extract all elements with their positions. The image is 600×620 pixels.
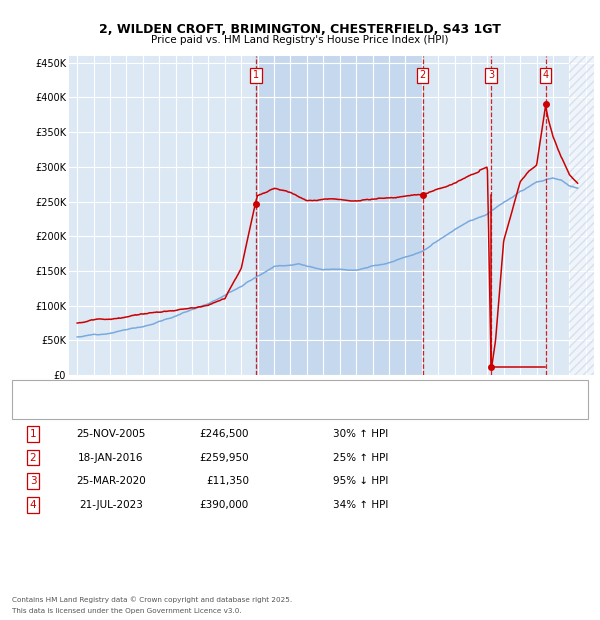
Text: This data is licensed under the Open Government Licence v3.0.: This data is licensed under the Open Gov… [12,608,242,614]
Text: HPI: Average price, detached house, Chesterfield: HPI: Average price, detached house, Ches… [60,403,283,412]
Text: 25-NOV-2005: 25-NOV-2005 [76,429,146,439]
Text: 3: 3 [29,476,37,486]
Text: 25% ↑ HPI: 25% ↑ HPI [333,453,388,463]
Text: 95% ↓ HPI: 95% ↓ HPI [333,476,388,486]
Text: 1: 1 [253,70,259,80]
Text: 2, WILDEN CROFT, BRIMINGTON, CHESTERFIELD, S43 1GT (detached house): 2, WILDEN CROFT, BRIMINGTON, CHESTERFIEL… [60,386,402,396]
Text: 18-JAN-2016: 18-JAN-2016 [78,453,144,463]
Text: Contains HM Land Registry data © Crown copyright and database right 2025.: Contains HM Land Registry data © Crown c… [12,596,292,603]
Text: £11,350: £11,350 [206,476,249,486]
Text: Price paid vs. HM Land Registry's House Price Index (HPI): Price paid vs. HM Land Registry's House … [151,35,449,45]
Text: £390,000: £390,000 [200,500,249,510]
Text: 2: 2 [419,70,425,80]
Text: £259,950: £259,950 [199,453,249,463]
Text: 3: 3 [488,70,494,80]
Text: 4: 4 [542,70,548,80]
Text: £246,500: £246,500 [199,429,249,439]
Text: —: — [30,383,45,398]
Text: 2, WILDEN CROFT, BRIMINGTON, CHESTERFIELD, S43 1GT: 2, WILDEN CROFT, BRIMINGTON, CHESTERFIEL… [99,23,501,36]
Text: 2: 2 [29,453,37,463]
Text: 4: 4 [29,500,37,510]
Text: —: — [30,401,45,415]
Text: 25-MAR-2020: 25-MAR-2020 [76,476,146,486]
Text: 34% ↑ HPI: 34% ↑ HPI [333,500,388,510]
Text: 30% ↑ HPI: 30% ↑ HPI [333,429,388,439]
Text: 1: 1 [29,429,37,439]
Text: 21-JUL-2023: 21-JUL-2023 [79,500,143,510]
Bar [256,56,422,375]
